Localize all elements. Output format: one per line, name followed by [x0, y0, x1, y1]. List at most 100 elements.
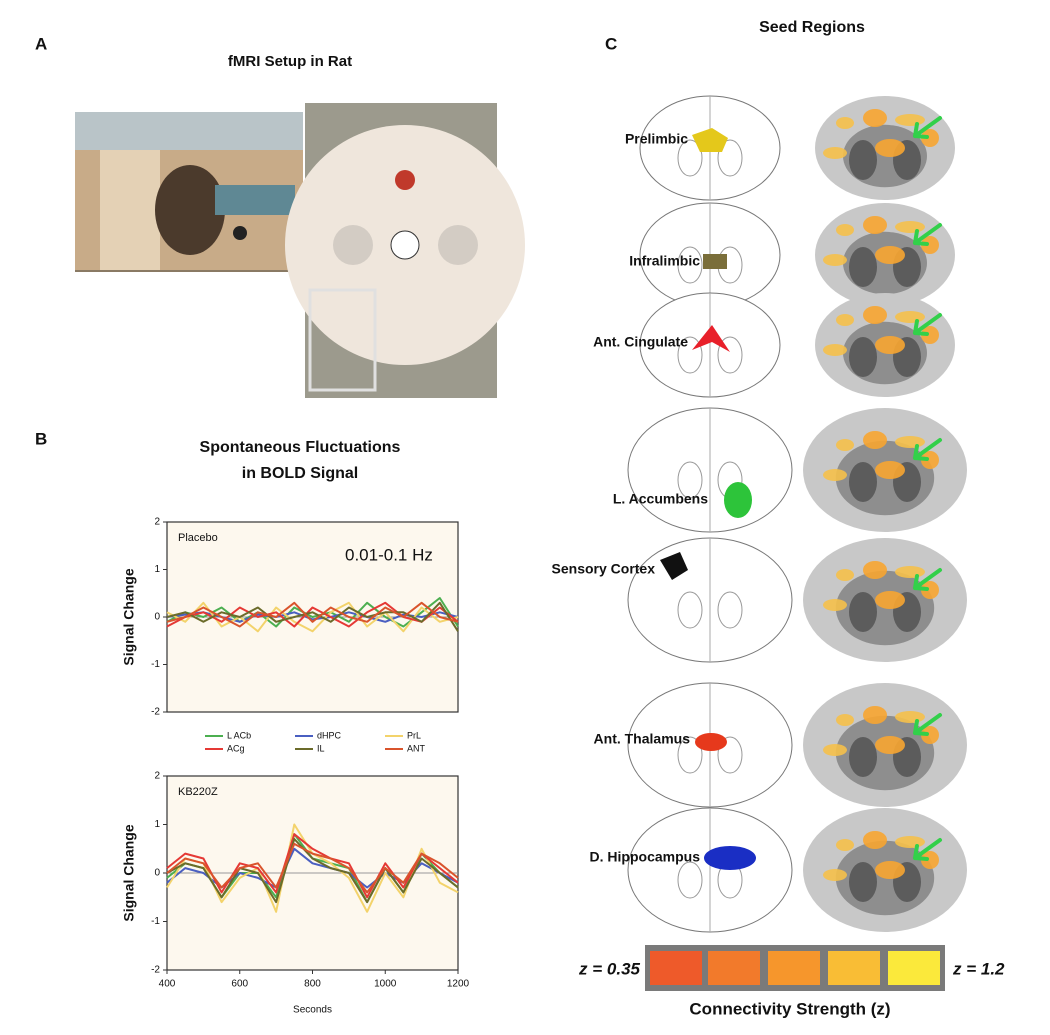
- activation-blob: [895, 114, 925, 126]
- legend-label: IL: [317, 743, 325, 753]
- activation-blob: [875, 591, 905, 609]
- x-axis-label: Seconds: [293, 1005, 332, 1016]
- atlas-ventricle: [677, 139, 703, 177]
- activation-blob: [875, 246, 905, 264]
- activation-blob: [921, 851, 939, 869]
- activation-blob: [921, 326, 939, 344]
- activation-blob: [895, 566, 925, 578]
- y-tick-label: -2: [151, 707, 160, 718]
- activation-blob: [823, 147, 847, 159]
- region-label: Prelimbic: [625, 131, 688, 147]
- legend-label: dHPC: [317, 730, 342, 740]
- seed-region: [692, 128, 728, 152]
- activation-blob: [895, 221, 925, 233]
- activation-blob: [836, 439, 854, 451]
- colorbar-min-label: z = 0.35: [578, 959, 641, 978]
- colorbar-title: Connectivity Strength (z): [689, 999, 890, 1018]
- atlas-ventricle: [677, 246, 703, 284]
- activation-blob: [836, 714, 854, 726]
- y-axis-label: Signal Change: [121, 568, 137, 665]
- activation-blob: [895, 711, 925, 723]
- photo-left: [75, 112, 303, 272]
- atlas-ventricle: [677, 461, 703, 499]
- panel-label: C: [605, 34, 617, 53]
- y-tick-label: 1: [154, 564, 160, 575]
- y-tick-label: -1: [151, 659, 160, 670]
- region-label: Sensory Cortex: [552, 561, 656, 577]
- activation-blob: [875, 861, 905, 879]
- legend-label: L ACb: [227, 730, 251, 740]
- activation-blob: [863, 216, 887, 234]
- y-tick-label: 0: [154, 612, 160, 623]
- x-tick-label: 1000: [374, 979, 397, 990]
- activation-blob: [836, 224, 854, 236]
- activation-blob: [863, 831, 887, 849]
- activation-blob: [863, 306, 887, 324]
- activation-blob: [921, 129, 939, 147]
- panel-title: Seed Regions: [759, 19, 865, 36]
- series-line: [166, 601, 459, 628]
- activation-blob: [895, 311, 925, 323]
- series-line: [166, 601, 459, 632]
- activation-blob: [836, 569, 854, 581]
- activation-blob: [895, 836, 925, 848]
- atlas-ventricle: [717, 139, 743, 177]
- seed-region: [692, 325, 730, 352]
- region-label: Infralimbic: [629, 253, 700, 269]
- activation-blob: [863, 431, 887, 449]
- atlas-ventricle: [677, 861, 703, 899]
- panel-title: in BOLD Signal: [242, 465, 358, 482]
- colorbar: [645, 945, 945, 991]
- activation-blob: [863, 109, 887, 127]
- arrow: [913, 838, 942, 861]
- activation-blob: [823, 254, 847, 266]
- x-tick-label: 1200: [447, 979, 470, 990]
- panel-label: A: [35, 34, 47, 53]
- activation-blob: [921, 726, 939, 744]
- arrow: [913, 713, 942, 736]
- seed-region: [724, 482, 752, 518]
- atlas-ventricle: [677, 736, 703, 774]
- region-label: Ant. Cingulate: [593, 334, 688, 350]
- panel-title: Spontaneous Fluctuations: [200, 439, 401, 456]
- region-label: L. Accumbens: [613, 491, 708, 507]
- region-label: D. Hippocampus: [590, 849, 701, 865]
- x-tick-label: 400: [159, 979, 176, 990]
- y-tick-label: -1: [151, 916, 160, 927]
- legend-label: ACg: [227, 743, 245, 753]
- map-ventricle: [849, 337, 877, 377]
- activation-blob: [875, 139, 905, 157]
- activation-blob: [836, 314, 854, 326]
- atlas-ventricle: [677, 336, 703, 374]
- seed-region: [660, 552, 688, 580]
- arrow: [913, 223, 942, 246]
- annotation: Placebo: [178, 532, 218, 544]
- activation-blob: [823, 869, 847, 881]
- activation-blob: [836, 117, 854, 129]
- annotation: 0.01-0.1 Hz: [345, 545, 433, 564]
- activation-blob: [823, 469, 847, 481]
- activation-blob: [823, 344, 847, 356]
- panel-label: B: [35, 429, 47, 448]
- arrow: [913, 116, 942, 139]
- y-tick-label: 2: [154, 771, 160, 782]
- seed-region: [703, 254, 727, 269]
- region-label: Ant. Thalamus: [594, 731, 691, 747]
- atlas-ventricle: [717, 336, 743, 374]
- activation-blob: [823, 744, 847, 756]
- arrow: [913, 313, 942, 336]
- map-ventricle: [849, 462, 877, 502]
- activation-blob: [863, 706, 887, 724]
- series-line: [166, 842, 459, 894]
- atlas-ventricle: [717, 736, 743, 774]
- seed-region: [704, 846, 756, 870]
- activation-blob: [921, 236, 939, 254]
- activation-blob: [863, 561, 887, 579]
- activation-blob: [836, 839, 854, 851]
- annotation: KB220Z: [178, 786, 218, 798]
- activation-blob: [875, 461, 905, 479]
- activation-blob: [921, 581, 939, 599]
- colorbar-max-label: z = 1.2: [952, 959, 1005, 978]
- panel-title: fMRI Setup in Rat: [228, 53, 352, 70]
